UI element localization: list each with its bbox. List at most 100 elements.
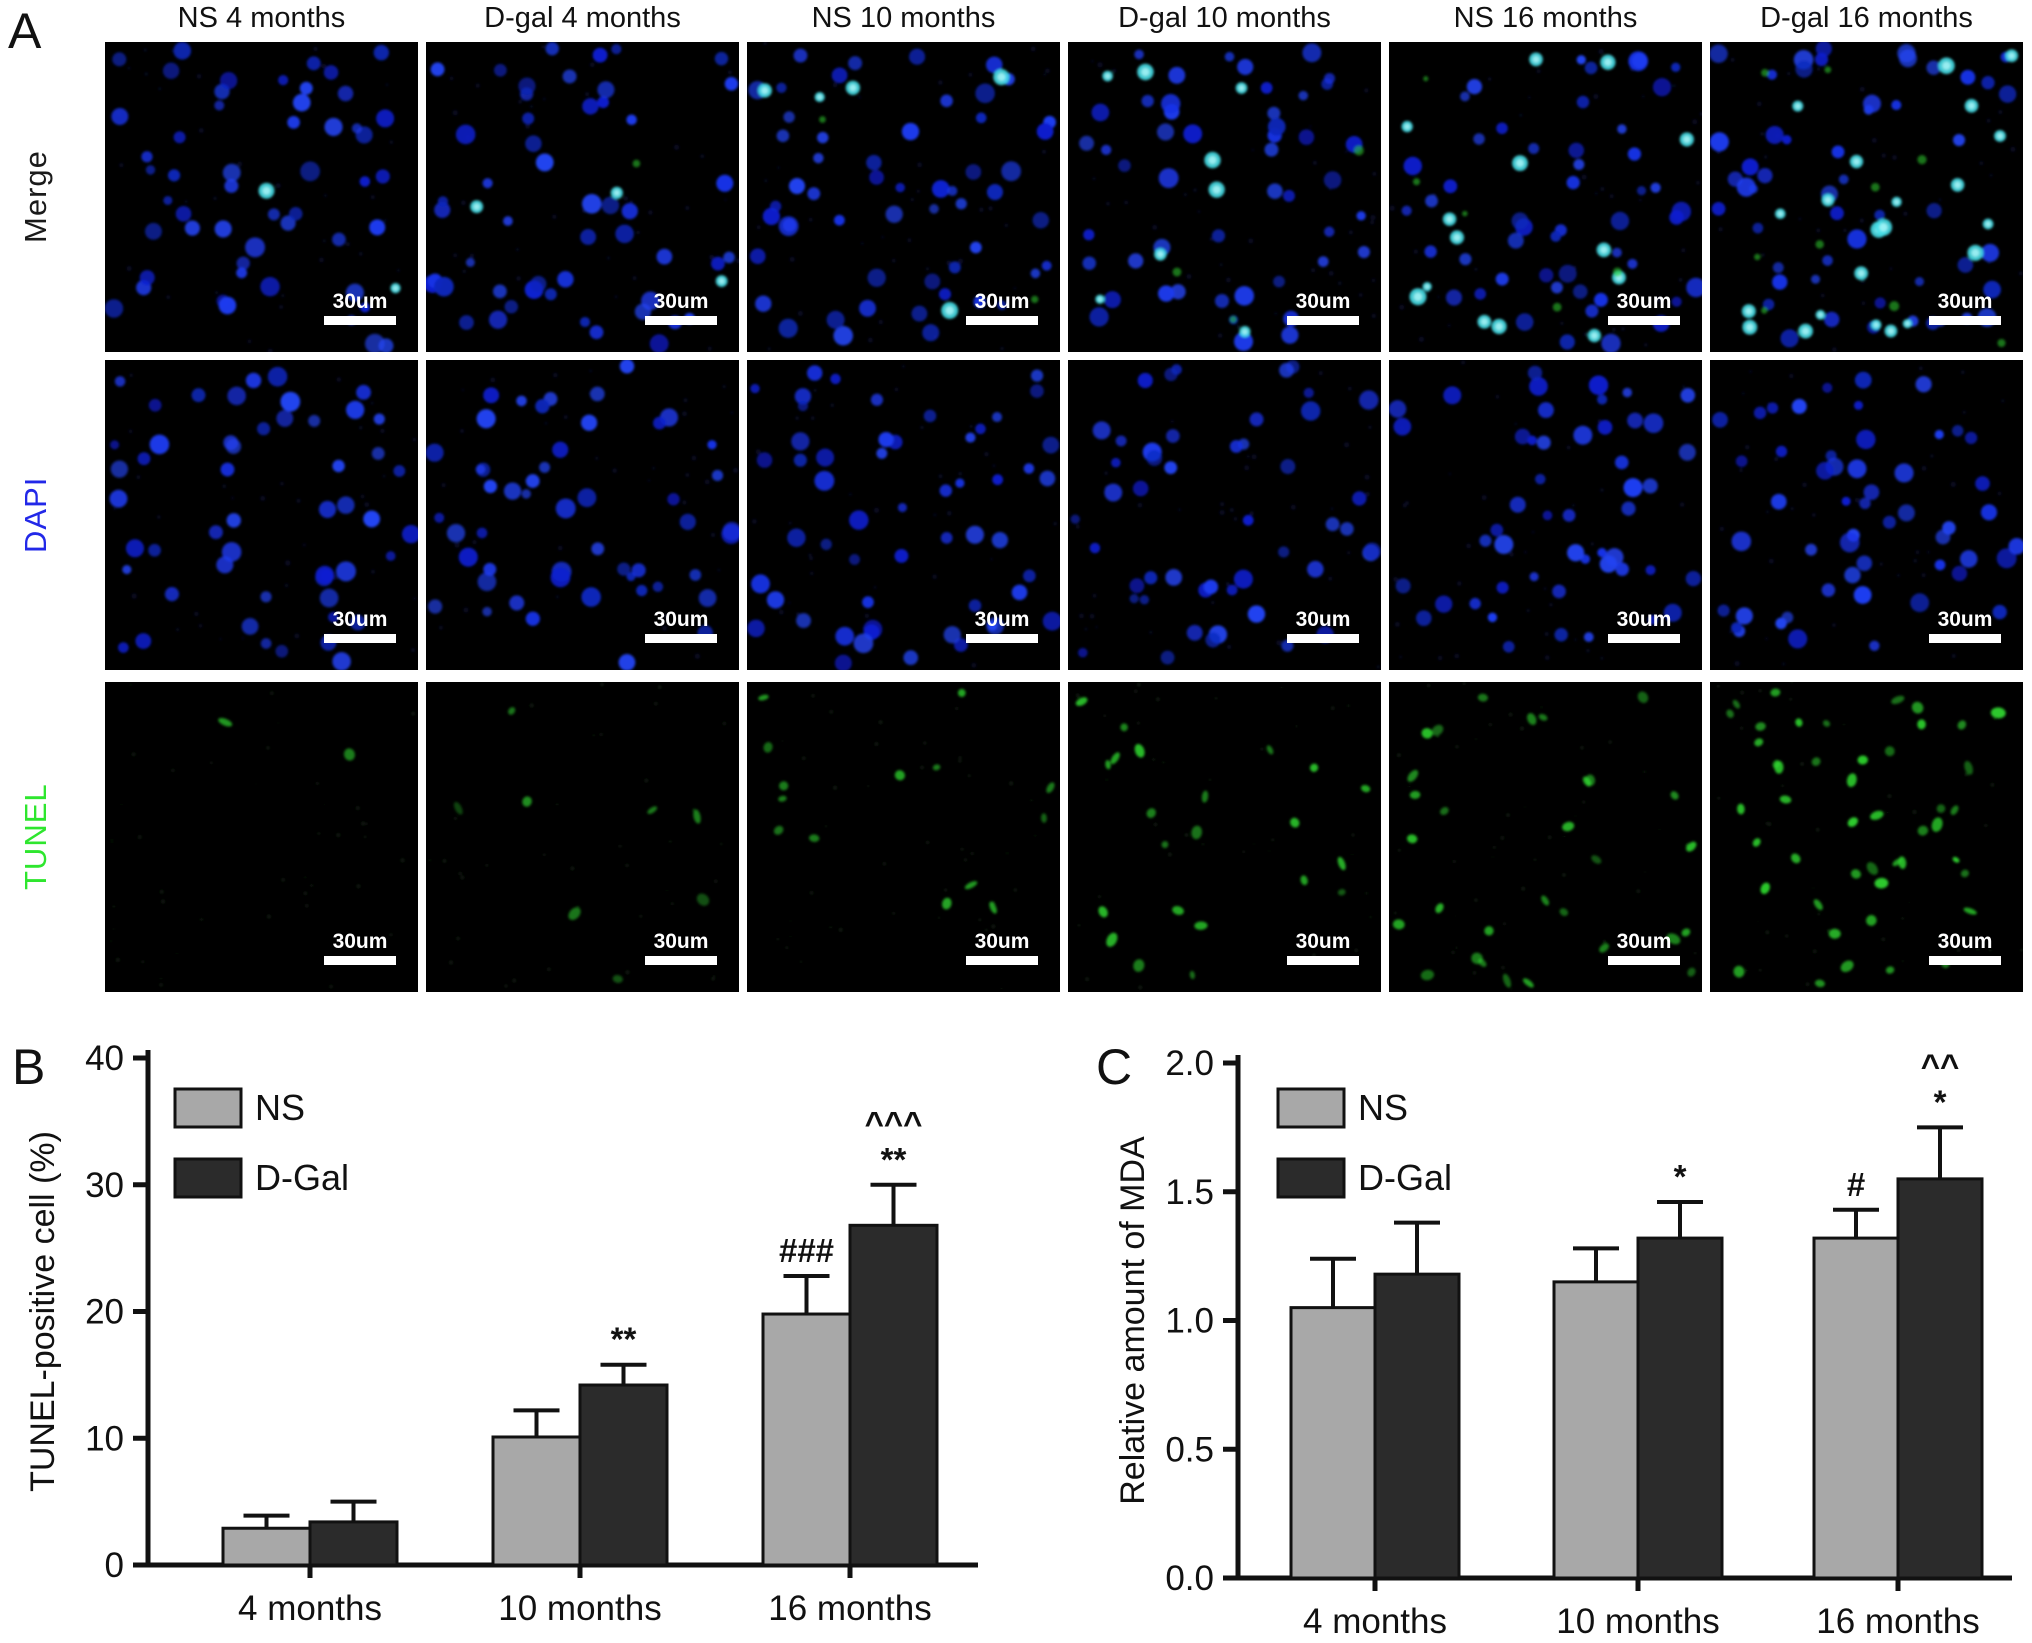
svg-text:30um: 30um (975, 608, 1030, 631)
micrograph-tunel-6: 30um (1710, 682, 2023, 992)
svg-text:30um: 30um (654, 290, 709, 313)
row-label-dapi: DAPI (18, 476, 53, 554)
bar-d-gal-10-months (578, 1383, 669, 1567)
svg-text:30um: 30um (975, 930, 1030, 953)
svg-text:30: 30 (85, 1166, 124, 1205)
scale-bar: 30um (645, 930, 717, 965)
svg-text:^^^: ^^^ (865, 1105, 923, 1142)
scale-bar: 30um (1287, 290, 1359, 325)
svg-text:4 months: 4 months (1303, 1602, 1447, 1641)
micrograph-tunel-5: 30um (1389, 682, 1702, 992)
svg-text:30um: 30um (1296, 608, 1351, 631)
svg-text:10 months: 10 months (1556, 1602, 1719, 1641)
svg-text:16 months: 16 months (768, 1589, 931, 1628)
svg-text:30um: 30um (1617, 930, 1672, 953)
bar-ns-16-months (761, 1312, 852, 1567)
svg-text:30um: 30um (1938, 608, 1993, 631)
svg-text:40: 40 (85, 1041, 124, 1078)
bar-ns-4-months (1289, 1306, 1377, 1580)
scale-bar: 30um (966, 608, 1038, 643)
svg-text:20: 20 (85, 1293, 124, 1332)
column-title: D-gal 10 months (1118, 2, 1331, 34)
column-title: NS 4 months (177, 2, 346, 34)
svg-text:30um: 30um (654, 930, 709, 953)
bar-d-gal-10-months (1636, 1236, 1724, 1580)
svg-text:30um: 30um (1296, 290, 1351, 313)
micrograph-dapi-3: 30um (747, 360, 1060, 670)
legend-swatch-ns (1276, 1087, 1346, 1129)
svg-text:30um: 30um (1938, 930, 1993, 953)
svg-text:*: * (1674, 1158, 1687, 1195)
micrograph-merge-1: 30um (105, 42, 418, 352)
micrograph-dapi-5: 30um (1389, 360, 1702, 670)
svg-text:30um: 30um (333, 930, 388, 953)
svg-text:#: # (1847, 1166, 1865, 1203)
column-title: D-gal 4 months (484, 2, 681, 34)
micrograph-merge-2: 30um (426, 42, 739, 352)
micrograph-merge-3: 30um (747, 42, 1060, 352)
scale-bar: 30um (1287, 608, 1359, 643)
svg-text:0.0: 0.0 (1165, 1559, 1214, 1598)
svg-text:30um: 30um (1938, 290, 1993, 313)
svg-text:4 months: 4 months (238, 1589, 382, 1628)
legend-label-d-gal: D-Gal (255, 1157, 349, 1198)
bar-ns-16-months (1812, 1236, 1900, 1580)
legend-swatch-ns (173, 1087, 243, 1129)
bar-ns-10-months (491, 1435, 582, 1567)
scale-bar: 30um (1608, 608, 1680, 643)
scale-bar: 30um (1287, 930, 1359, 965)
row-label-merge: Merge (18, 150, 53, 244)
micrograph-tunel-3: 30um (747, 682, 1060, 992)
panel-b-bar-chart: 0 10 20 30 40 TUNEL-positive cell (%) 4 months… (24, 1041, 978, 1628)
micrograph-dapi-1: 30um (105, 360, 418, 670)
scale-bar: 30um (645, 290, 717, 325)
column-title: D-gal 16 months (1760, 2, 1973, 34)
svg-text:0: 0 (105, 1546, 124, 1585)
panel-a-letter: A (8, 3, 42, 59)
svg-text:###: ### (779, 1232, 834, 1269)
svg-text:30um: 30um (333, 290, 388, 313)
panel-c-bar-chart: 0.0 0.5 1.0 1.5 2.0 Relative amount of MDA 4 m… (1114, 1044, 2012, 1641)
scale-bar: 30um (1608, 290, 1680, 325)
bar-ns-10-months (1552, 1280, 1640, 1580)
bar-d-gal-4-months (308, 1520, 399, 1567)
scale-bar: 30um (1929, 608, 2001, 643)
svg-text:30um: 30um (1617, 290, 1672, 313)
micrograph-tunel-2: 30um (426, 682, 739, 992)
legend-swatch-d-gal (173, 1157, 243, 1199)
svg-text:30um: 30um (333, 608, 388, 631)
column-title: NS 10 months (811, 2, 996, 34)
svg-text:**: ** (881, 1141, 907, 1178)
scale-bar: 30um (324, 290, 396, 325)
scale-bar: 30um (966, 930, 1038, 965)
micrograph-merge-5: 30um (1389, 42, 1702, 352)
column-title: NS 16 months (1453, 2, 1638, 34)
svg-text:30um: 30um (1296, 930, 1351, 953)
bar-d-gal-16-months (1896, 1177, 1984, 1580)
svg-text:*: * (1934, 1083, 1947, 1120)
svg-text:2.0: 2.0 (1165, 1044, 1214, 1083)
micrograph-merge-4: 30um (1068, 42, 1381, 352)
scale-bar: 30um (324, 608, 396, 643)
svg-text:TUNEL-positive cell (%): TUNEL-positive cell (%) (24, 1131, 62, 1492)
micrograph-tunel-1: 30um (105, 682, 418, 992)
svg-text:16 months: 16 months (1816, 1602, 1979, 1641)
panel-c-letter: C (1096, 1039, 1133, 1095)
panel-b-letter: B (12, 1039, 46, 1095)
micrograph-dapi-6: 30um (1710, 360, 2023, 670)
micrograph-dapi-2: 30um (426, 360, 739, 670)
svg-text:30um: 30um (654, 608, 709, 631)
svg-text:^^: ^^ (1921, 1047, 1960, 1084)
bar-d-gal-16-months (848, 1223, 939, 1567)
bar-ns-4-months (221, 1526, 312, 1567)
scale-bar: 30um (1608, 930, 1680, 965)
scale-bar: 30um (645, 608, 717, 643)
svg-text:Relative amount of MDA: Relative amount of MDA (1114, 1136, 1152, 1505)
micrograph-merge-6: 30um (1710, 42, 2023, 352)
scale-bar: 30um (1929, 930, 2001, 965)
scale-bar: 30um (966, 290, 1038, 325)
svg-text:10 months: 10 months (498, 1589, 661, 1628)
micrograph-tunel-4: 30um (1068, 682, 1381, 992)
legend-label-ns: NS (1358, 1087, 1408, 1128)
